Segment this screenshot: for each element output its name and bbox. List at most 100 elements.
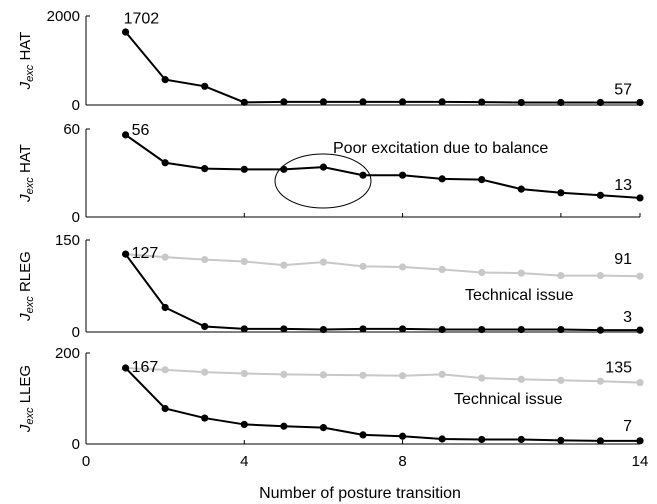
data-point [161,159,169,167]
data-label-last-black: 3 [623,309,632,326]
data-point [478,98,486,106]
data-point [478,268,486,277]
data-label-last-gray: 135 [605,360,632,377]
y-tick-label: 0 [72,436,80,453]
data-point [359,371,367,379]
data-point [319,371,328,379]
data-point [438,435,446,443]
data-point [557,325,565,334]
data-point [201,414,209,422]
panel-hat-zoom: 0 60 Jexc HAT 56 13 Poor excitation due t… [17,121,644,226]
data-point [557,436,565,444]
x-axis-label: Number of posture transition [259,485,461,502]
data-point [240,420,248,429]
data-point [280,422,288,430]
data-point [161,404,169,413]
x-tick-label: 4 [240,453,248,470]
data-label-first: 127 [132,245,159,262]
data-label-first: 56 [132,122,150,139]
data-point [201,82,209,90]
data-point [240,369,248,378]
data-point [161,76,169,84]
data-label-first: 1702 [124,10,160,27]
data-point [398,263,407,271]
data-point [398,372,407,380]
data-point [201,368,209,376]
panel-hat-total: 0 2000 Jexc HAT 1702 57 [17,8,644,114]
series-line [125,367,641,384]
data-point [557,98,565,107]
data-point [438,370,446,378]
data-point [557,376,565,384]
data-point [438,325,446,334]
data-point [201,322,209,331]
data-point [517,185,525,193]
data-point [319,163,328,171]
data-point [240,98,248,106]
panel-lleg: 0 200 0 4 8 14 Jexc LLEG 167 135 7 Technical… [17,345,648,502]
annotation-ellipse [274,153,372,209]
data-point [596,437,605,445]
y-tick-label: 60 [63,121,80,138]
data-point [517,98,525,107]
data-point [398,171,407,179]
data-point [636,194,644,202]
annotation-poor-excitation: Poor excitation due to balance [333,140,548,157]
data-point [557,271,565,280]
data-point [240,165,248,173]
data-point [596,98,605,107]
data-point [517,325,525,334]
data-point [319,258,328,266]
data-point [517,435,525,444]
data-point [319,325,328,334]
series-line [124,31,640,104]
y-axis-label: Jexc HAT [17,32,36,91]
series-line [124,134,641,199]
data-label-first: 167 [132,359,159,376]
x-tick-label: 14 [632,453,649,470]
data-point [636,326,644,334]
data-point [121,131,130,139]
data-point [121,250,130,258]
data-point [478,325,486,334]
data-label-last: 13 [614,177,632,194]
data-point [636,378,644,387]
y-tick-label: 0 [72,324,80,341]
x-tick-label: 0 [82,453,90,470]
y-tick-label: 0 [72,97,80,114]
data-point [280,261,288,269]
data-point [280,325,288,333]
data-point [201,256,209,264]
data-label-last: 57 [614,81,632,98]
data-point [319,98,328,106]
data-point [478,374,486,382]
data-point [240,257,248,266]
y-tick-label: 2000 [47,8,80,25]
annotation-technical-issue: Technical issue [465,287,574,304]
data-point [596,377,605,385]
series-line [124,367,640,442]
data-point [517,269,525,277]
y-axis-label: Jexc HAT [17,144,36,203]
data-point [121,28,130,36]
data-label-last-gray: 91 [614,251,632,268]
series-line [124,253,640,332]
data-point [280,98,288,106]
data-point [398,432,407,440]
panel-rleg: 0 150 Jexc RLEG 127 91 3 Technical issue [17,232,644,341]
data-point [557,189,565,197]
data-point [161,253,169,261]
data-point [359,98,367,106]
data-point [161,366,169,374]
data-point [280,370,288,378]
data-point [240,325,248,333]
data-point [438,265,446,274]
data-point [478,435,486,444]
data-point [636,272,644,280]
y-axis-label: Jexc RLEG [17,251,36,322]
data-point [438,98,446,106]
data-point [636,437,644,445]
y-tick-label: 200 [55,345,80,362]
data-point [398,325,407,333]
